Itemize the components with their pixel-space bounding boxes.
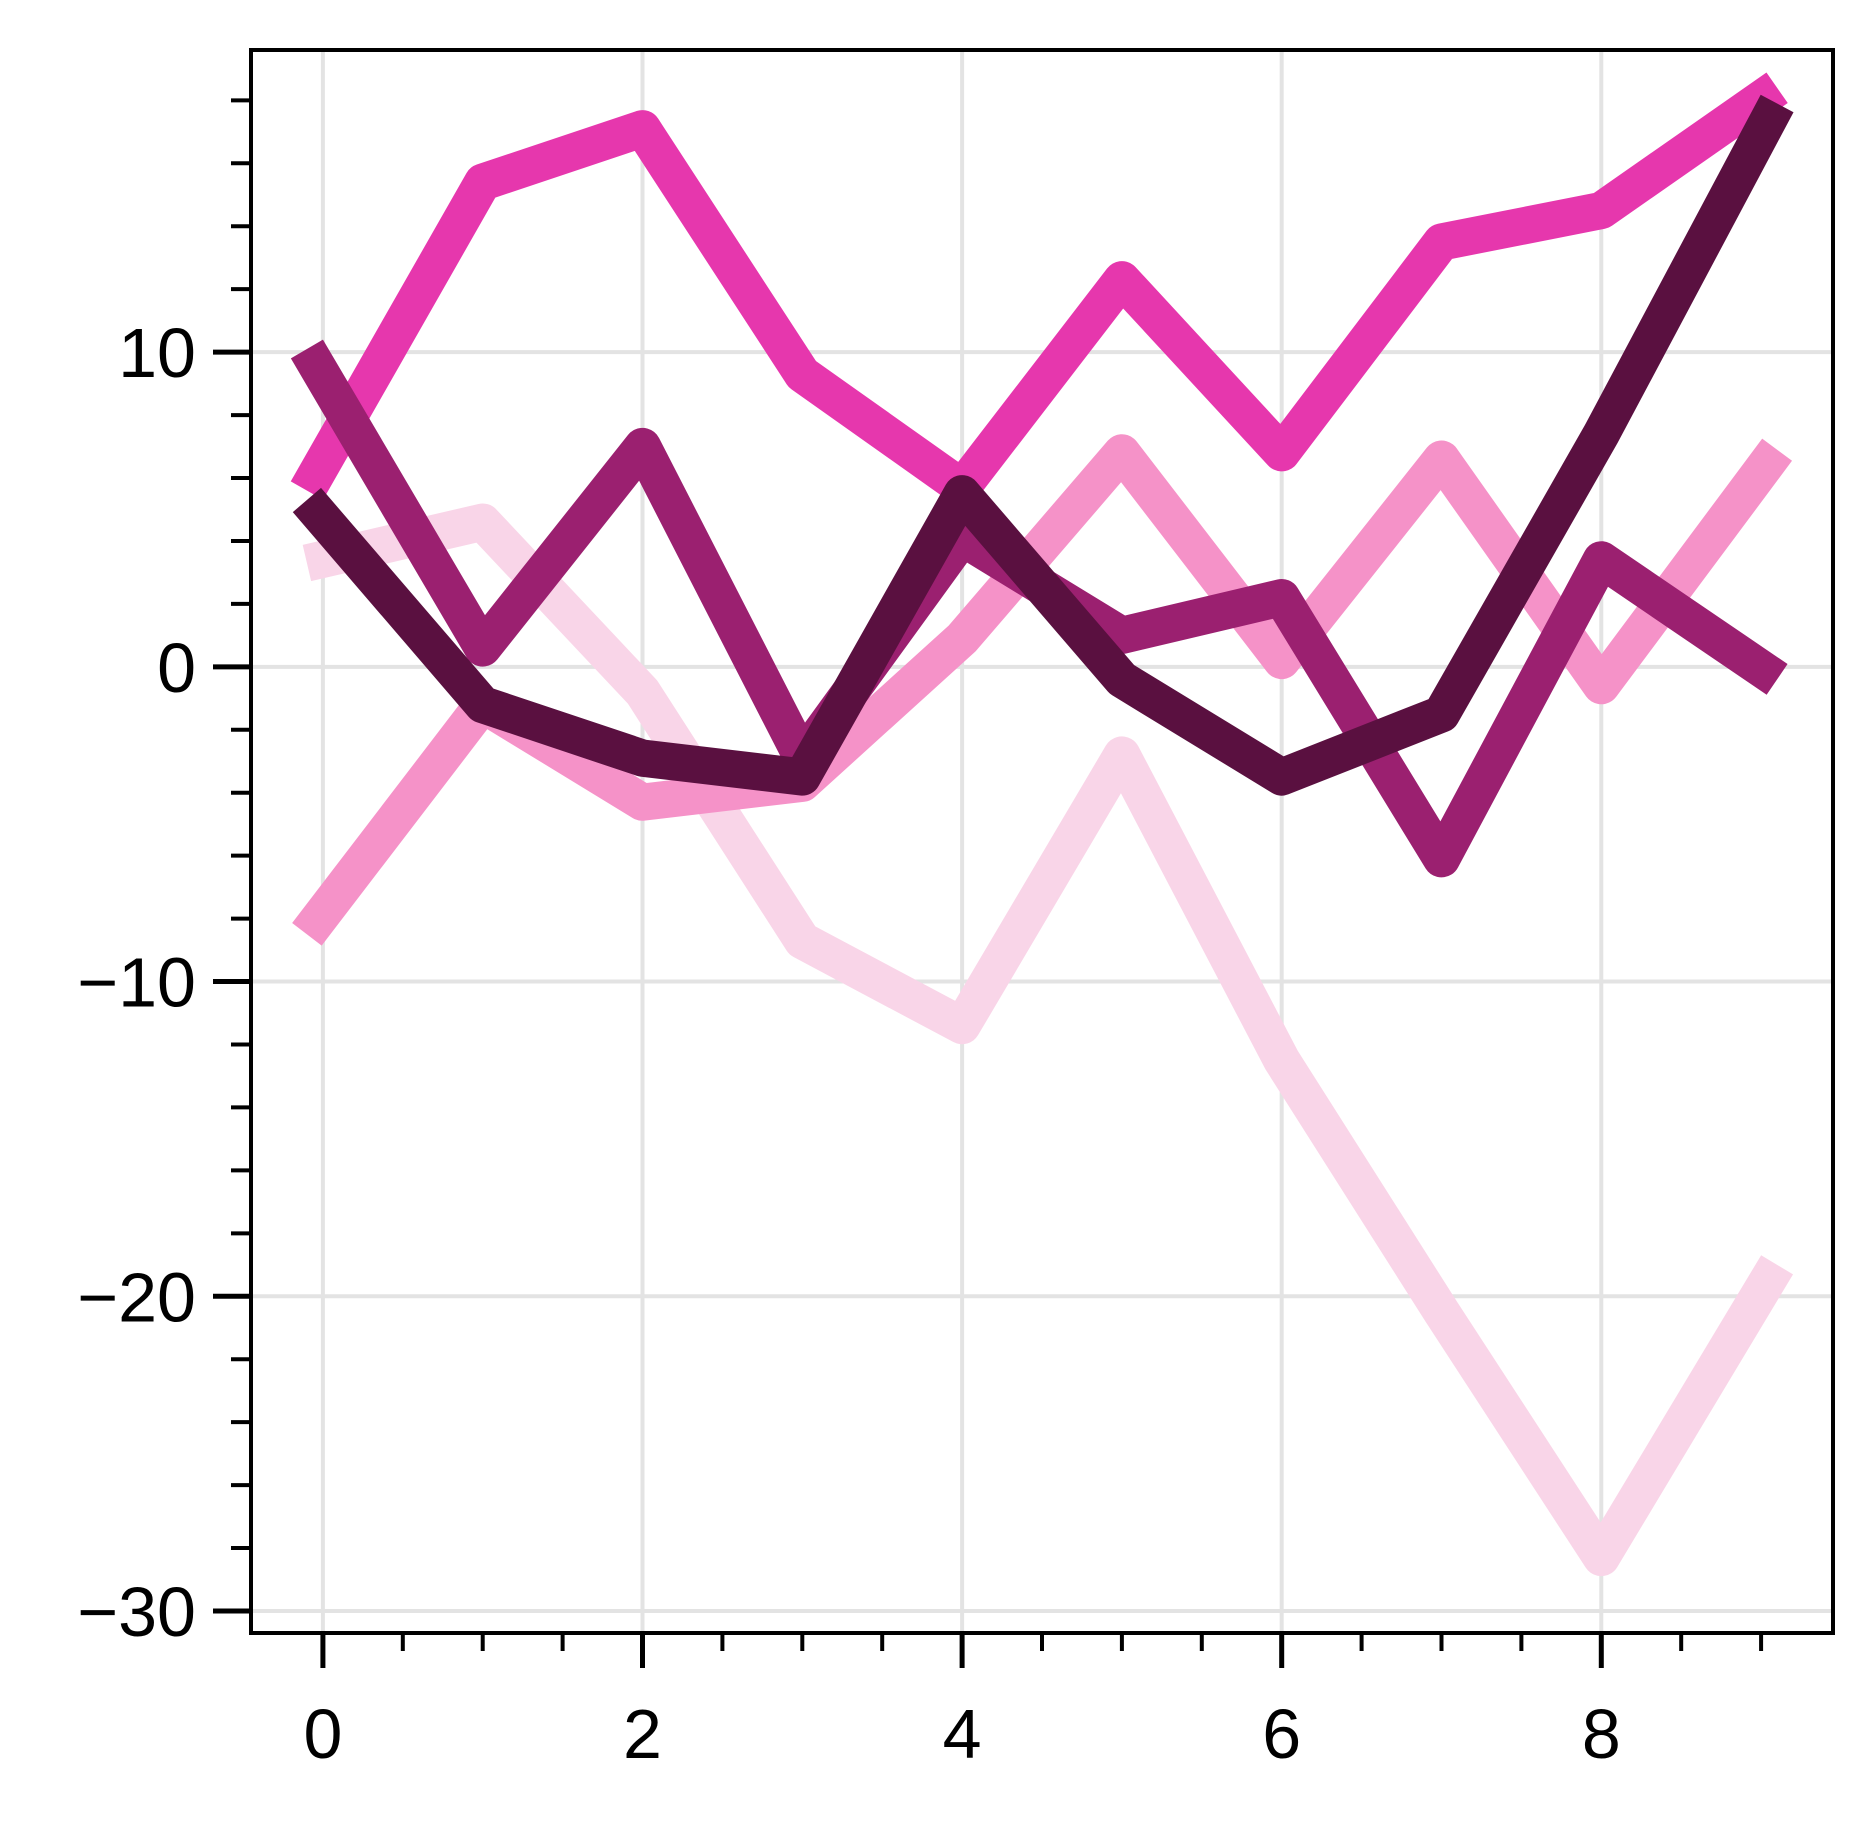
axis-ticks [213,98,1764,1668]
series-line-5 [292,94,1794,796]
x-tick-label: 6 [1262,1695,1301,1773]
series-line-3 [290,72,1788,506]
x-tick-label: 8 [1582,1695,1621,1773]
x-tick-label: 0 [303,1695,342,1773]
x-tick-label: 2 [623,1695,662,1773]
series-line-1 [302,503,1794,1577]
y-tick-label: 10 [118,314,196,392]
y-tick-label: −10 [77,944,196,1022]
y-tick-label: −20 [77,1258,196,1336]
x-tick-label: 4 [943,1695,982,1773]
grid [251,50,1833,1633]
series-lines [290,72,1794,1577]
tick-labels: 0 2 4 6 8 −30 −20 −10 0 10 [77,314,1621,1773]
y-tick-label: −30 [77,1573,196,1651]
y-tick-label: 0 [157,629,196,707]
